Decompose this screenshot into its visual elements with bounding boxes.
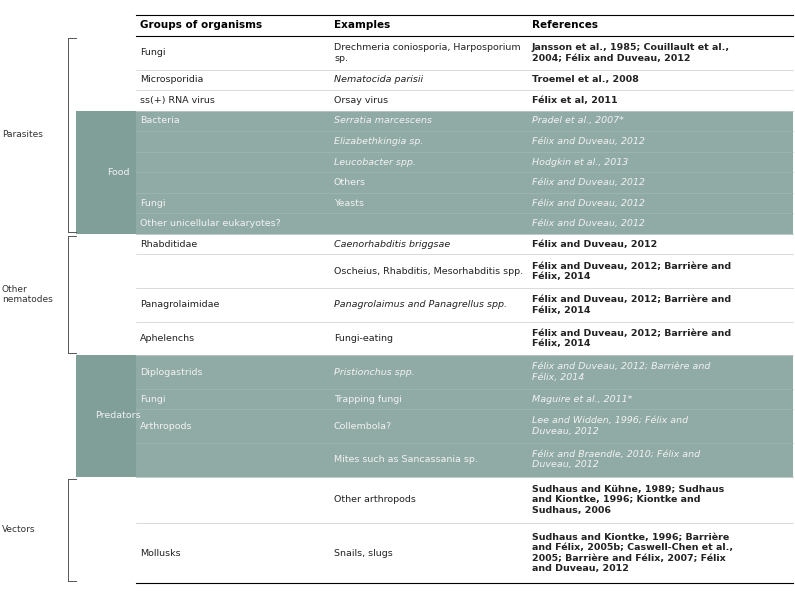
Text: Trapping fungi: Trapping fungi xyxy=(334,395,402,404)
Text: Pristionchus spp.: Pristionchus spp. xyxy=(334,368,415,376)
Text: Maguire et al., 2011*: Maguire et al., 2011* xyxy=(532,395,632,404)
Text: Fungi-eating: Fungi-eating xyxy=(334,334,393,343)
Text: Others: Others xyxy=(334,178,366,187)
Text: Félix and Duveau, 2012: Félix and Duveau, 2012 xyxy=(532,199,645,207)
Text: Caenorhabditis briggsae: Caenorhabditis briggsae xyxy=(334,240,450,249)
Text: Félix and Duveau, 2012; Barrière and
Félix, 2014: Félix and Duveau, 2012; Barrière and Fél… xyxy=(532,295,731,314)
Text: Vectors: Vectors xyxy=(2,525,36,534)
Text: Panagrolaimus and Panagrellus spp.: Panagrolaimus and Panagrellus spp. xyxy=(334,300,507,309)
Text: Orsay virus: Orsay virus xyxy=(334,96,388,105)
Bar xyxy=(76,111,793,131)
Bar xyxy=(76,389,793,410)
Text: Food: Food xyxy=(107,168,130,177)
Text: Examples: Examples xyxy=(334,21,390,31)
Text: Yeasts: Yeasts xyxy=(334,199,364,207)
Text: Bacteria: Bacteria xyxy=(140,116,180,125)
Text: Predators: Predators xyxy=(95,411,141,420)
Text: Drechmeria coniosporia, Harposporium
sp.: Drechmeria coniosporia, Harposporium sp. xyxy=(334,43,521,63)
Text: Félix and Duveau, 2012; Barrière and
Félix, 2014: Félix and Duveau, 2012; Barrière and Fél… xyxy=(532,362,711,382)
Text: Troemel et al., 2008: Troemel et al., 2008 xyxy=(532,76,639,85)
Text: Groups of organisms: Groups of organisms xyxy=(140,21,262,31)
Text: Aphelenchs: Aphelenchs xyxy=(140,334,195,343)
Text: Félix and Duveau, 2012: Félix and Duveau, 2012 xyxy=(532,137,645,146)
Text: Microsporidia: Microsporidia xyxy=(140,76,204,85)
Text: Lee and Widden, 1996; Félix and
Duveau, 2012: Lee and Widden, 1996; Félix and Duveau, … xyxy=(532,417,688,436)
Text: Félix and Duveau, 2012: Félix and Duveau, 2012 xyxy=(532,240,657,249)
Text: References: References xyxy=(532,21,598,31)
Text: Diplogastrids: Diplogastrids xyxy=(140,368,203,376)
Text: Félix and Braendle, 2010; Félix and
Duveau, 2012: Félix and Braendle, 2010; Félix and Duve… xyxy=(532,450,700,469)
Bar xyxy=(76,173,793,193)
Text: Jansson et al., 1985; Couillault et al.,
2004; Félix and Duveau, 2012: Jansson et al., 1985; Couillault et al.,… xyxy=(532,43,730,63)
Bar xyxy=(76,193,793,213)
Bar xyxy=(76,111,136,234)
Text: Collembola?: Collembola? xyxy=(334,422,392,431)
Text: Other unicellular eukaryotes?: Other unicellular eukaryotes? xyxy=(140,219,281,228)
Text: Arthropods: Arthropods xyxy=(140,422,192,431)
Text: Oscheius, Rhabditis, Mesorhabditis spp.: Oscheius, Rhabditis, Mesorhabditis spp. xyxy=(334,267,523,276)
Text: Félix and Duveau, 2012: Félix and Duveau, 2012 xyxy=(532,219,645,228)
Text: Mites such as Sancassania sp.: Mites such as Sancassania sp. xyxy=(334,455,478,465)
Bar xyxy=(76,213,793,234)
Text: Félix et al, 2011: Félix et al, 2011 xyxy=(532,96,618,105)
Text: Fungi: Fungi xyxy=(140,199,165,207)
Text: Nematocida parisii: Nematocida parisii xyxy=(334,76,423,85)
Text: Sudhaus and Kiontke, 1996; Barrière
and Félix, 2005b; Caswell-Chen et al.,
2005;: Sudhaus and Kiontke, 1996; Barrière and … xyxy=(532,533,733,573)
Text: Serratia marcescens: Serratia marcescens xyxy=(334,116,432,125)
Text: Leucobacter spp.: Leucobacter spp. xyxy=(334,158,416,167)
Text: Fungi: Fungi xyxy=(140,48,165,57)
Bar xyxy=(76,355,793,389)
Text: Other
nematodes: Other nematodes xyxy=(2,285,52,304)
Bar xyxy=(76,152,793,173)
Bar xyxy=(76,443,793,476)
Bar xyxy=(76,410,793,443)
Text: Other arthropods: Other arthropods xyxy=(334,495,416,505)
Bar xyxy=(76,131,793,152)
Text: Hodgkin et al., 2013: Hodgkin et al., 2013 xyxy=(532,158,628,167)
Bar xyxy=(76,355,136,476)
Text: ss(+) RNA virus: ss(+) RNA virus xyxy=(140,96,215,105)
Text: Mollusks: Mollusks xyxy=(140,548,180,558)
Text: Rhabditidae: Rhabditidae xyxy=(140,240,197,249)
Text: Snails, slugs: Snails, slugs xyxy=(334,548,393,558)
Text: Félix and Duveau, 2012; Barrière and
Félix, 2014: Félix and Duveau, 2012; Barrière and Fél… xyxy=(532,262,731,281)
Text: Fungi: Fungi xyxy=(140,395,165,404)
Text: Pradel et al., 2007*: Pradel et al., 2007* xyxy=(532,116,624,125)
Text: Panagrolaimidae: Panagrolaimidae xyxy=(140,300,219,309)
Text: Parasites: Parasites xyxy=(2,131,43,139)
Text: Félix and Duveau, 2012: Félix and Duveau, 2012 xyxy=(532,178,645,187)
Text: Félix and Duveau, 2012; Barrière and
Félix, 2014: Félix and Duveau, 2012; Barrière and Fél… xyxy=(532,329,731,348)
Text: Sudhaus and Kühne, 1989; Sudhaus
and Kiontke, 1996; Kiontke and
Sudhaus, 2006: Sudhaus and Kühne, 1989; Sudhaus and Kio… xyxy=(532,485,724,515)
Text: Elizabethkingia sp.: Elizabethkingia sp. xyxy=(334,137,424,146)
